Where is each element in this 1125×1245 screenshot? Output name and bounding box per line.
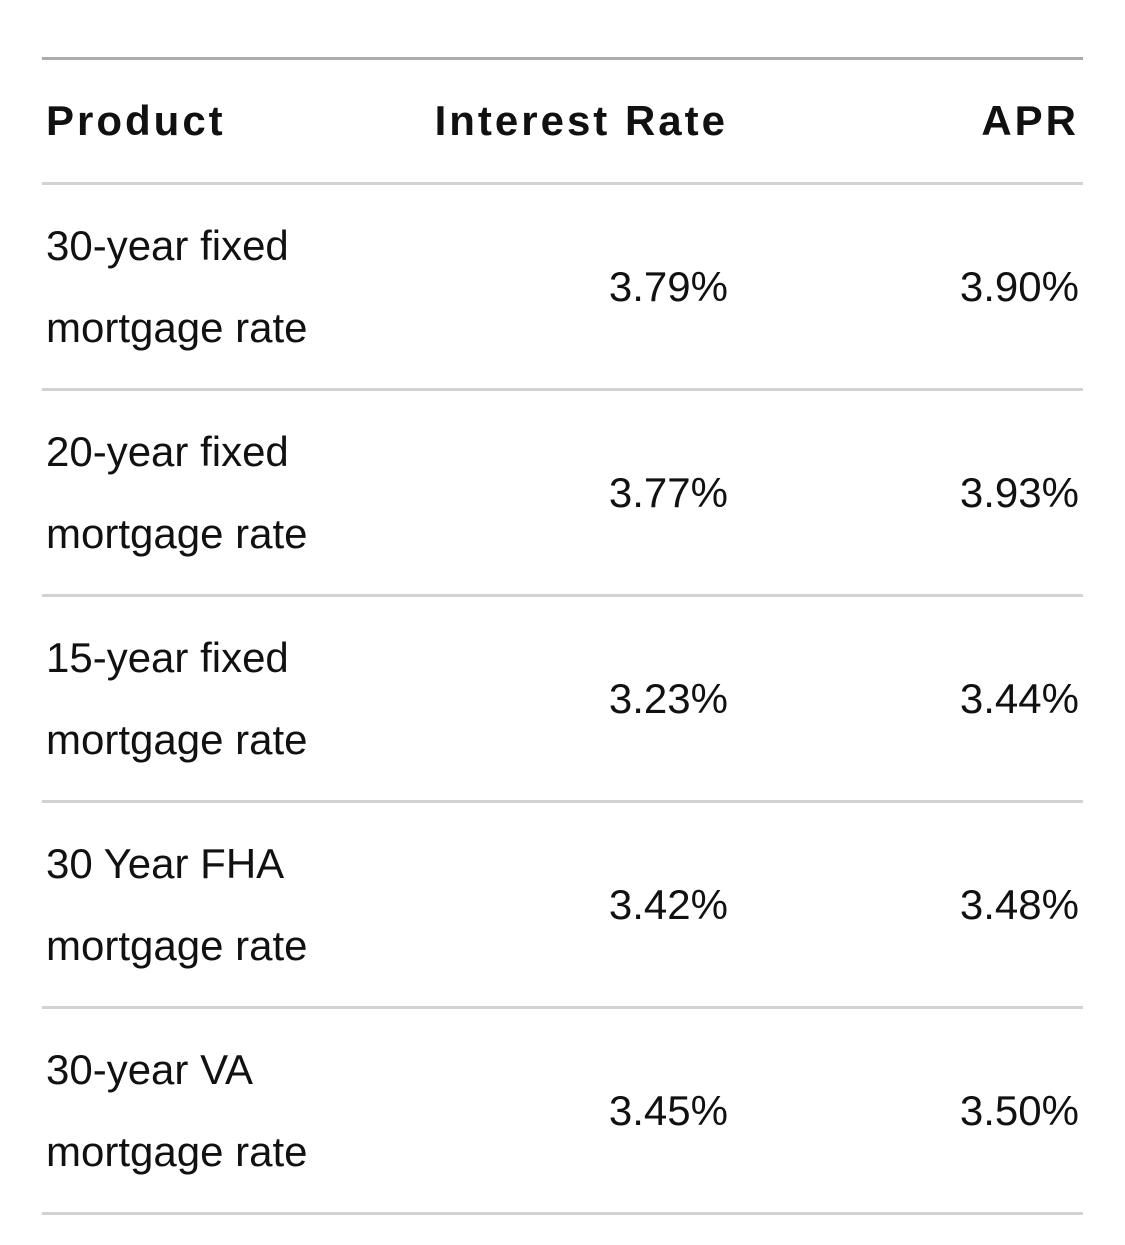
rate-cell: 3.45%	[608, 1086, 728, 1134]
rate-cell: 3.23%	[608, 674, 728, 722]
table-row: 20-year fixed mortgage rate 3.77% 3.93%	[42, 391, 1083, 597]
table-row: 15-year fixed mortgage rate 3.23% 3.44%	[42, 597, 1083, 803]
rate-cell: 3.50%	[959, 1086, 1079, 1134]
product-cell: 20-year fixed mortgage rate	[46, 427, 308, 557]
rate-cell: 3.48%	[959, 880, 1079, 928]
table-row: 30-year VA mortgage rate 3.45% 3.50%	[42, 1009, 1083, 1215]
header-cell: APR	[981, 97, 1079, 144]
product-cell: 30 Year FHA mortgage rate	[46, 839, 308, 969]
rates-table: Product Interest Rate APR 30-year fixed mor…	[42, 57, 1083, 1215]
product-cell: 30-year VA mortgage rate	[46, 1045, 308, 1175]
header-cell: Product	[46, 97, 226, 144]
rate-cell: 3.79%	[608, 262, 728, 310]
rate-cell: 3.90%	[959, 262, 1079, 310]
product-cell: 30-year fixed mortgage rate	[46, 221, 308, 351]
rate-cell: 3.93%	[959, 468, 1079, 516]
rate-cell: 3.42%	[608, 880, 728, 928]
table-row: 30 Year FHA mortgage rate 3.42% 3.48%	[42, 803, 1083, 1009]
header-row: Product Interest Rate APR	[42, 60, 1083, 185]
rate-cell: 3.77%	[608, 468, 728, 516]
rate-cell: 3.44%	[959, 674, 1079, 722]
product-cell: 15-year fixed mortgage rate	[46, 633, 308, 763]
table-row: 30-year fixed mortgage rate 3.79% 3.90%	[42, 185, 1083, 391]
header-cell: Interest Rate	[434, 97, 728, 144]
